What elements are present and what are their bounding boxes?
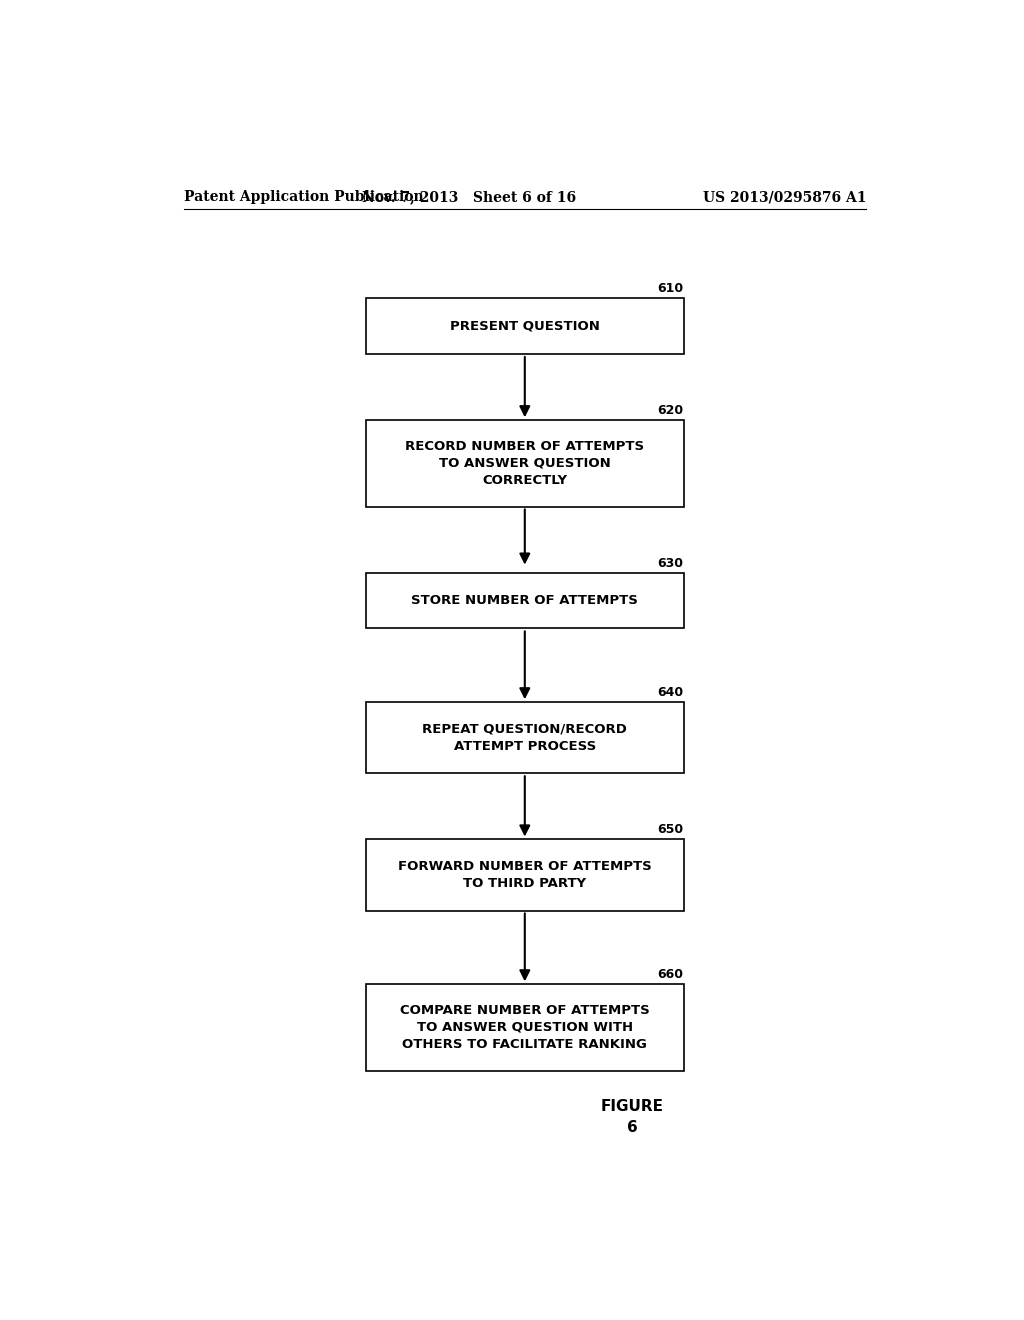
- Text: 610: 610: [657, 282, 684, 296]
- Bar: [367, 840, 684, 911]
- Text: PRESENT QUESTION: PRESENT QUESTION: [450, 319, 600, 333]
- Text: 640: 640: [657, 686, 684, 700]
- Text: REPEAT QUESTION/RECORD
ATTEMPT PROCESS: REPEAT QUESTION/RECORD ATTEMPT PROCESS: [422, 723, 628, 752]
- Text: US 2013/0295876 A1: US 2013/0295876 A1: [702, 190, 866, 205]
- Text: 630: 630: [657, 557, 684, 569]
- Text: 660: 660: [657, 968, 684, 981]
- Text: 650: 650: [657, 824, 684, 837]
- Bar: [367, 298, 684, 354]
- Text: Nov. 7, 2013   Sheet 6 of 16: Nov. 7, 2013 Sheet 6 of 16: [362, 190, 577, 205]
- Text: FIGURE: FIGURE: [600, 1100, 664, 1114]
- Text: RECORD NUMBER OF ATTEMPTS
TO ANSWER QUESTION
CORRECTLY: RECORD NUMBER OF ATTEMPTS TO ANSWER QUES…: [406, 440, 644, 487]
- Bar: [367, 985, 684, 1071]
- Bar: [367, 702, 684, 774]
- Text: STORE NUMBER OF ATTEMPTS: STORE NUMBER OF ATTEMPTS: [412, 594, 638, 607]
- Bar: [367, 573, 684, 628]
- Text: FORWARD NUMBER OF ATTEMPTS
TO THIRD PARTY: FORWARD NUMBER OF ATTEMPTS TO THIRD PART…: [398, 859, 651, 890]
- Text: 620: 620: [657, 404, 684, 417]
- Bar: [367, 420, 684, 507]
- Text: COMPARE NUMBER OF ATTEMPTS
TO ANSWER QUESTION WITH
OTHERS TO FACILITATE RANKING: COMPARE NUMBER OF ATTEMPTS TO ANSWER QUE…: [400, 1005, 649, 1051]
- Text: 6: 6: [627, 1119, 637, 1134]
- Text: Patent Application Publication: Patent Application Publication: [183, 190, 423, 205]
